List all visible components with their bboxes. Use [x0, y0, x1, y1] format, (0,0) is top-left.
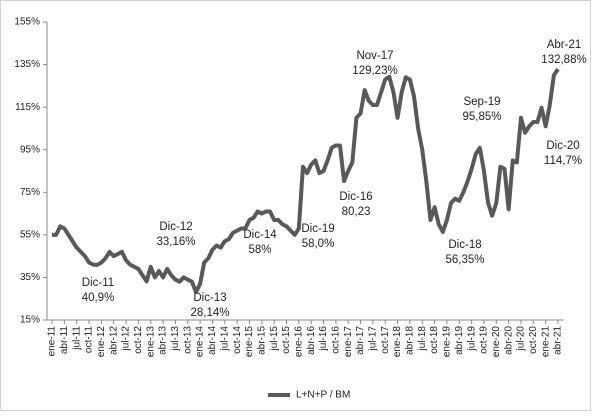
- legend-label: L+N+P / BM: [296, 390, 350, 401]
- x-tick-label: oct-14: [232, 326, 243, 354]
- annotation: 58,0%: [302, 238, 335, 250]
- annotation: 95,85%: [462, 111, 501, 123]
- annotation: 80,23: [342, 206, 371, 218]
- annotation: Dic-16: [339, 191, 372, 203]
- annotation: 28,14%: [190, 307, 229, 319]
- annotation: 132,88%: [541, 54, 586, 66]
- x-tick-label: abr-16: [306, 326, 317, 355]
- x-tick-label: abr-13: [158, 326, 169, 355]
- x-tick-label: jul-13: [170, 326, 181, 352]
- x-tick-label: abr-14: [207, 326, 218, 355]
- x-tick-label: abr-21: [553, 326, 564, 355]
- x-tick-label: oct-18: [429, 326, 440, 354]
- y-tick-label: 35%: [20, 272, 40, 283]
- x-tick-label: ene-20: [491, 326, 502, 358]
- annotation: Nov-17: [356, 50, 393, 62]
- x-tick-label: abr-17: [355, 326, 366, 355]
- annotation: Abr-21: [547, 39, 582, 51]
- x-tick-label: jul-14: [219, 326, 230, 352]
- chart-frame: [0, 0, 591, 411]
- x-tick-label: abr-15: [256, 326, 267, 355]
- x-tick-label: oct-12: [133, 326, 144, 354]
- x-tick-label: ene-13: [145, 326, 156, 358]
- x-tick-label: ene-12: [96, 326, 107, 358]
- x-tick-label: ene-18: [392, 326, 403, 358]
- x-tick-label: jul-19: [466, 326, 477, 352]
- x-tick-label: ene-16: [293, 326, 304, 358]
- x-tick-label: jul-17: [368, 326, 379, 352]
- annotation: 129,23%: [352, 65, 397, 77]
- annotation: 58%: [248, 244, 271, 256]
- x-tick-label: ene-21: [540, 326, 551, 358]
- annotation: 33,16%: [156, 236, 195, 248]
- annotation: Dic-13: [193, 292, 226, 304]
- y-tick-label: 15%: [20, 315, 40, 326]
- x-tick-label: ene-11: [47, 326, 58, 357]
- annotation: 114,7%: [544, 155, 582, 167]
- x-tick-label: abr-18: [405, 326, 416, 355]
- x-tick-label: jul-18: [417, 326, 428, 352]
- annotation: Dic-20: [546, 140, 579, 152]
- annotation: Sep-19: [463, 96, 500, 108]
- x-tick-label: abr-11: [59, 326, 70, 355]
- y-tick-label: 135%: [14, 59, 40, 70]
- x-tick-label: oct-15: [281, 326, 292, 354]
- x-tick-label: jul-16: [318, 326, 329, 352]
- annotation: Dic-18: [448, 239, 481, 251]
- x-tick-label: abr-12: [108, 326, 119, 355]
- x-tick-label: oct-20: [528, 326, 539, 354]
- x-tick-label: abr-19: [454, 326, 465, 355]
- annotation: Dic-12: [159, 221, 192, 233]
- x-tick-label: ene-17: [343, 326, 354, 358]
- y-tick-label: 55%: [20, 229, 40, 240]
- x-tick-label: abr-20: [503, 326, 514, 355]
- x-tick-label: jul-15: [269, 326, 280, 352]
- x-tick-label: oct-17: [380, 326, 391, 354]
- annotation: Dic-19: [301, 223, 334, 235]
- x-tick-label: ene-19: [442, 326, 453, 358]
- x-tick-label: jul-11: [71, 326, 82, 351]
- y-tick-label: 75%: [20, 187, 40, 198]
- x-tick-label: ene-14: [195, 326, 206, 358]
- x-tick-label: jul-12: [121, 326, 132, 352]
- annotation: Dic-14: [243, 229, 277, 241]
- y-tick-label: 95%: [20, 144, 40, 155]
- data-line: [52, 67, 560, 295]
- y-tick-label: 155%: [14, 17, 40, 28]
- x-tick-label: oct-13: [182, 326, 193, 354]
- annotation: Dic-11: [82, 277, 114, 289]
- x-tick-label: ene-15: [244, 326, 255, 358]
- x-tick-label: oct-19: [479, 326, 490, 354]
- x-tick-label: oct-16: [330, 326, 341, 354]
- annotation: 56,35%: [445, 254, 484, 266]
- x-tick-label: oct-11: [84, 326, 95, 353]
- annotation: 40,9%: [82, 292, 115, 304]
- y-tick-label: 115%: [15, 102, 40, 113]
- x-tick-label: jul-20: [516, 326, 527, 352]
